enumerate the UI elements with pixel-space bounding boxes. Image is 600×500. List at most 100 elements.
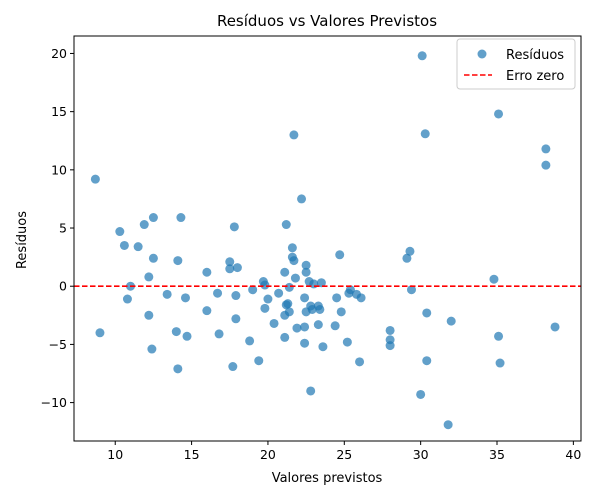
- data-point: [214, 329, 224, 339]
- legend-marker-residuos: [477, 49, 487, 59]
- y-tick-label: −10: [41, 395, 67, 410]
- data-point: [229, 222, 239, 232]
- data-point: [355, 357, 365, 367]
- data-point: [318, 342, 328, 352]
- x-axis-label: Valores previstos: [272, 471, 383, 486]
- y-tick-label: 20: [51, 46, 67, 61]
- data-point: [225, 264, 235, 274]
- data-point: [281, 220, 291, 230]
- data-point: [330, 321, 340, 331]
- y-axis-label: Resíduos: [15, 211, 30, 269]
- data-point: [254, 356, 264, 366]
- data-point: [494, 331, 504, 341]
- x-tick-label: 20: [260, 447, 276, 462]
- data-point: [280, 332, 290, 342]
- data-point: [173, 364, 183, 374]
- data-point: [283, 299, 293, 309]
- data-point: [213, 288, 223, 298]
- data-point: [231, 314, 241, 324]
- data-point: [402, 253, 412, 263]
- y-tick-label: 15: [51, 104, 67, 119]
- x-tick-label: 35: [489, 447, 505, 462]
- data-point: [232, 263, 242, 273]
- data-point: [301, 260, 311, 270]
- legend-label-erro-zero: Erro zero: [506, 69, 564, 84]
- data-point: [422, 356, 432, 366]
- data-point: [306, 386, 316, 396]
- data-point: [119, 240, 129, 250]
- data-point: [300, 322, 310, 332]
- y-tick-label: −5: [49, 337, 67, 352]
- data-point: [290, 273, 300, 283]
- data-point: [269, 318, 279, 328]
- data-point: [263, 294, 273, 304]
- data-point: [202, 306, 212, 316]
- data-point: [416, 389, 426, 399]
- data-point: [162, 289, 172, 299]
- data-point: [147, 344, 157, 354]
- data-point: [315, 304, 325, 314]
- data-point: [446, 316, 456, 326]
- data-point: [139, 220, 149, 230]
- data-point: [541, 144, 551, 154]
- legend: Resíduos Erro zero: [456, 38, 576, 90]
- data-point: [180, 293, 190, 303]
- chart-title: Resíduos vs Valores Previstos: [217, 12, 437, 30]
- x-tick-label: 25: [336, 447, 352, 462]
- data-point: [494, 109, 504, 119]
- data-point: [420, 129, 430, 139]
- data-point: [115, 227, 125, 237]
- data-point: [245, 336, 255, 346]
- data-point: [144, 310, 154, 320]
- data-point: [280, 267, 290, 277]
- plot-frame: [73, 35, 582, 442]
- data-point: [90, 174, 100, 184]
- data-point: [228, 362, 238, 372]
- data-point: [260, 303, 270, 313]
- data-point: [297, 194, 307, 204]
- data-point: [541, 160, 551, 170]
- data-point: [406, 285, 416, 295]
- data-point: [443, 420, 453, 430]
- y-axis-ticks: −10 −5 0 5 10 15 20: [41, 46, 74, 410]
- data-point: [417, 51, 427, 61]
- data-point: [231, 291, 241, 301]
- data-point: [301, 267, 311, 277]
- x-axis-ticks: 10 15 20 25 30 35 40: [107, 441, 581, 462]
- data-point: [345, 285, 355, 295]
- data-point: [309, 279, 319, 289]
- data-point: [300, 293, 310, 303]
- data-point: [550, 322, 560, 332]
- data-point: [356, 293, 366, 303]
- data-point: [202, 267, 212, 277]
- data-point: [171, 327, 181, 337]
- x-tick-label: 30: [413, 447, 429, 462]
- data-point: [289, 256, 299, 266]
- data-point: [300, 338, 310, 348]
- y-tick-label: 0: [59, 279, 67, 294]
- data-point: [95, 328, 105, 338]
- data-point: [336, 307, 346, 317]
- data-point: [287, 243, 297, 253]
- x-tick-label: 40: [565, 447, 581, 462]
- data-point: [313, 320, 323, 330]
- data-point: [284, 282, 294, 292]
- y-tick-label: 10: [51, 162, 67, 177]
- data-point: [148, 213, 158, 223]
- data-point: [182, 331, 192, 341]
- data-point: [173, 256, 183, 266]
- data-point: [332, 293, 342, 303]
- data-point: [284, 307, 294, 317]
- data-point: [260, 280, 270, 290]
- data-point: [495, 358, 505, 368]
- data-point: [133, 242, 143, 252]
- data-point: [489, 274, 499, 284]
- x-tick-label: 10: [107, 447, 123, 462]
- data-point: [148, 253, 158, 263]
- legend-label-residuos: Resíduos: [506, 48, 564, 63]
- data-point: [274, 288, 284, 298]
- data-point: [405, 246, 415, 256]
- data-point: [176, 213, 186, 223]
- y-tick-label: 5: [59, 221, 67, 236]
